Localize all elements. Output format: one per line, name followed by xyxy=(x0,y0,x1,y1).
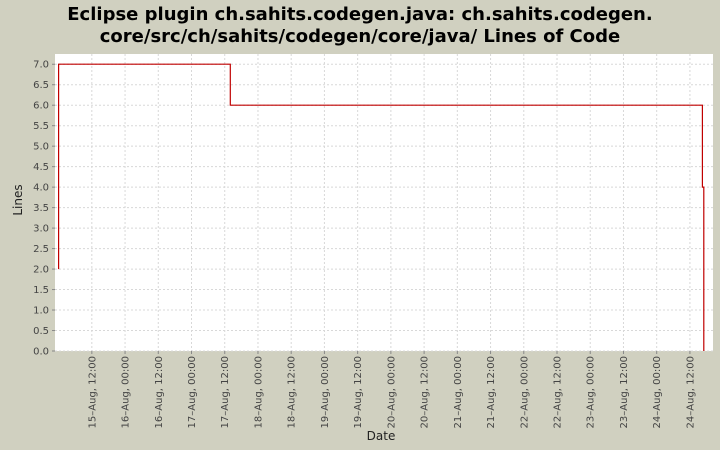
y-tick-label: 2.5 xyxy=(33,244,49,255)
y-tick-label: 1.5 xyxy=(33,285,49,296)
x-axis-label: Date xyxy=(367,429,396,443)
x-tick-label: 21–Aug, 12:00 xyxy=(486,356,497,428)
y-axis-ticks: 0.0 0.5 1.0 1.5 2.0 2.5 3.0 3.5 4.0 4.5 5.0 5.5 6.0 6… xyxy=(33,60,55,358)
y-tick-label: 6.0 xyxy=(33,101,49,112)
y-tick-label: 4.0 xyxy=(33,183,49,194)
y-tick-label: 0.5 xyxy=(33,326,49,337)
x-tick-label: 23–Aug, 12:00 xyxy=(619,356,630,428)
y-tick-label: 3.5 xyxy=(33,203,49,214)
y-tick-label: 5.5 xyxy=(33,121,49,132)
x-tick-label: 19–Aug, 00:00 xyxy=(320,356,331,428)
x-tick-label: 15–Aug, 12:00 xyxy=(87,356,98,428)
x-tick-label: 16–Aug, 00:00 xyxy=(121,356,132,428)
series-layer xyxy=(57,63,705,351)
y-tick-label: 5.0 xyxy=(33,142,49,153)
x-tick-label: 18–Aug, 00:00 xyxy=(253,356,264,428)
chart-title-line-2: core/src/ch/sahits/codegen/core/java/ Li… xyxy=(100,26,620,47)
x-axis-ticks: 15–Aug, 12:00 16–Aug, 00:00 16–Aug, 12:00 1… xyxy=(87,351,696,428)
y-tick-label: 3.0 xyxy=(33,224,49,235)
x-tick-label: 20–Aug, 00:00 xyxy=(386,356,397,428)
y-axis-label: Lines xyxy=(11,184,25,215)
x-tick-label: 16–Aug, 12:00 xyxy=(154,356,165,428)
y-tick-label: 6.5 xyxy=(33,80,49,91)
x-tick-label: 24–Aug, 12:00 xyxy=(685,356,696,428)
x-tick-label: 23–Aug, 00:00 xyxy=(586,356,597,428)
x-tick-label: 17–Aug, 00:00 xyxy=(187,356,198,428)
x-tick-label: 24–Aug, 00:00 xyxy=(652,356,663,428)
x-tick-label: 19–Aug, 12:00 xyxy=(353,356,364,428)
chart-title-line-1: Eclipse plugin ch.sahits.codegen.java: c… xyxy=(67,4,652,25)
x-tick-label: 22–Aug, 00:00 xyxy=(519,356,530,428)
x-tick-label: 18–Aug, 12:00 xyxy=(287,356,298,428)
y-tick-label: 4.5 xyxy=(33,162,49,173)
y-tick-label: 2.0 xyxy=(33,265,49,276)
x-tick-label: 22–Aug, 12:00 xyxy=(553,356,564,428)
x-tick-label: 17–Aug, 12:00 xyxy=(220,356,231,428)
series-line xyxy=(57,63,705,351)
plot-area xyxy=(55,54,713,351)
y-tick-label: 7.0 xyxy=(33,60,49,71)
y-tick-label: 0.0 xyxy=(33,347,49,358)
x-tick-label: 20–Aug, 12:00 xyxy=(420,356,431,428)
y-tick-label: 1.0 xyxy=(33,306,49,317)
x-tick-label: 21–Aug, 00:00 xyxy=(453,356,464,428)
